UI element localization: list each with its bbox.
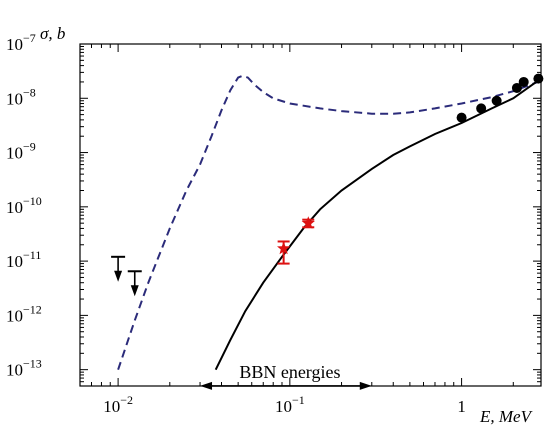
data-point-circle (476, 103, 487, 114)
x-tick-label: 10−1 (275, 393, 305, 416)
data-point-star (301, 216, 315, 229)
y-tick-label: 10−10 (6, 194, 42, 217)
annotation-layer: BBN energies (200, 362, 372, 390)
upper-limit-arrowhead (130, 285, 139, 297)
x-tick-label: 10−2 (103, 393, 133, 416)
x-axis-label: E, MeV (479, 407, 534, 426)
annotation-bbn-energies: BBN energies (239, 362, 340, 382)
y-tick-label: 10−11 (6, 248, 41, 271)
data-point-circle (518, 76, 529, 87)
series-layer (117, 74, 542, 371)
x-tick-label: 1 (457, 397, 466, 416)
annotation-arrowhead-right (359, 381, 372, 390)
plot-frame (79, 43, 542, 387)
x-tick-labels: 10−2 10−1 1 (103, 393, 466, 416)
annotation-arrowhead-left (200, 381, 213, 390)
plot-frame-rect (79, 43, 542, 387)
data-point-circle (533, 73, 544, 84)
upper-limit-arrowhead (114, 270, 123, 282)
y-tick-labels: 10−13 10−12 10−11 10−10 10−9 10−8 10−7 (6, 31, 42, 380)
series-solid-line (214, 77, 542, 371)
y-tick-label: 10−7 (6, 31, 36, 54)
y-tick-label: 10−12 (6, 302, 42, 325)
data-point-circle (456, 112, 467, 123)
data-point-star (277, 241, 291, 255)
y-tick-label: 10−13 (6, 357, 42, 380)
y-tick-label: 10−8 (6, 85, 36, 108)
data-point-circle (511, 82, 522, 93)
series-dashed-line (117, 74, 542, 371)
data-point-circle (491, 95, 502, 106)
y-axis-label: σ, b (40, 24, 65, 43)
y-tick-label: 10−9 (6, 140, 36, 163)
axis-ticks (79, 44, 541, 387)
points-layer (111, 73, 544, 297)
